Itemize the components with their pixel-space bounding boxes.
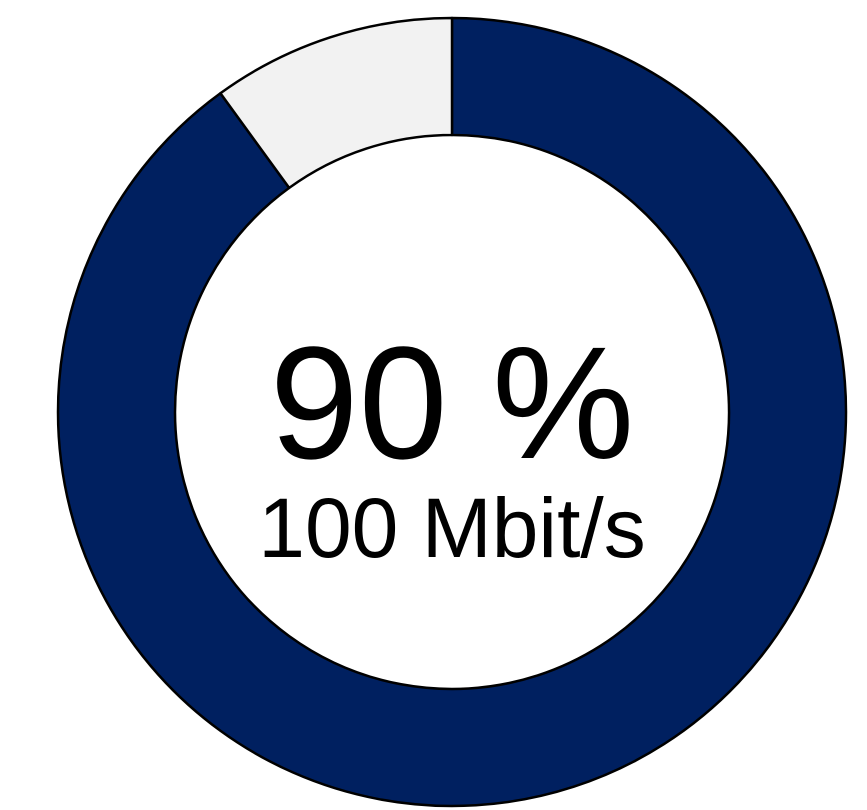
center-value-label: 90 %: [270, 313, 635, 492]
donut-segment: [56, 16, 848, 808]
center-subtitle: 100 Mbit/s: [258, 481, 646, 575]
donut-segment: [219, 16, 454, 190]
donut: [56, 16, 848, 808]
